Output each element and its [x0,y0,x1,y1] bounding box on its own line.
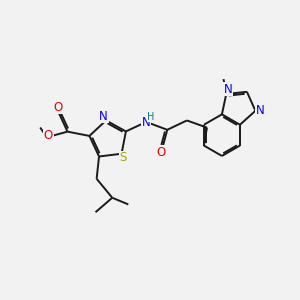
Text: H: H [148,112,155,122]
Text: O: O [44,129,53,142]
Text: O: O [157,146,166,159]
Text: N: N [224,83,233,96]
Text: N: N [99,110,108,123]
Text: N: N [256,104,265,117]
Text: N: N [142,116,151,128]
Text: O: O [53,101,63,114]
Text: S: S [120,152,127,164]
